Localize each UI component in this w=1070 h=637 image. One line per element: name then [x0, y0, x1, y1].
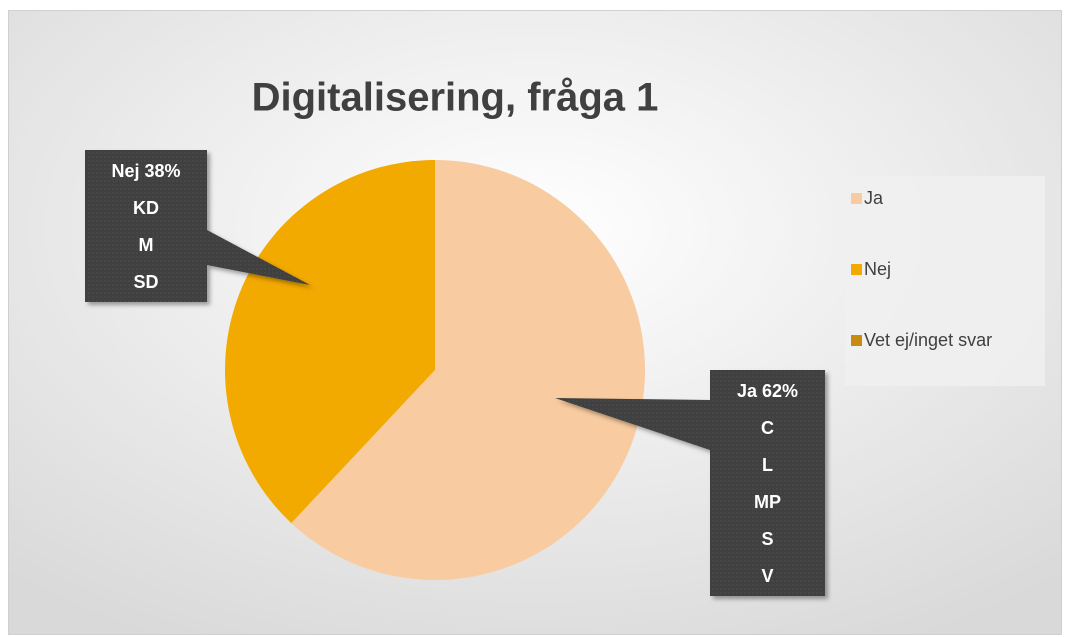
- legend-item: Nej: [851, 256, 1031, 282]
- legend-swatch: [851, 193, 862, 204]
- pie-slice: [225, 160, 435, 524]
- data-label-party: KD: [133, 198, 159, 218]
- data-label-party: M: [139, 235, 154, 255]
- data-label-party: MP: [754, 492, 781, 512]
- data-callout: [555, 370, 825, 596]
- callout-box: [710, 370, 825, 596]
- data-label: Ja 62%: [737, 381, 798, 401]
- legend-swatch: [851, 264, 862, 275]
- callout-pointer: [207, 230, 310, 285]
- legend-label: Nej: [864, 259, 892, 279]
- callout-box: [85, 150, 207, 302]
- data-label-party: SD: [133, 272, 158, 292]
- legend-item: Vet ej/inget svar: [851, 327, 1031, 353]
- data-callout: [85, 150, 310, 302]
- legend-item: Ja: [851, 185, 1031, 211]
- data-label-party: S: [761, 529, 773, 549]
- data-label-party: L: [762, 455, 773, 475]
- data-label-party: C: [761, 418, 774, 438]
- legend-label: Vet ej/inget svar: [864, 330, 993, 350]
- callout-pointer: [555, 398, 710, 450]
- chart-title: Digitalisering, fråga 1: [252, 76, 659, 120]
- legend: Ja Nej Vet ej/inget svar: [845, 176, 1045, 386]
- legend-label: Ja: [864, 188, 884, 208]
- data-label: Nej 38%: [111, 161, 180, 181]
- data-label-party: V: [761, 566, 773, 586]
- pie-slice: [291, 160, 645, 580]
- legend-swatch: [851, 335, 862, 346]
